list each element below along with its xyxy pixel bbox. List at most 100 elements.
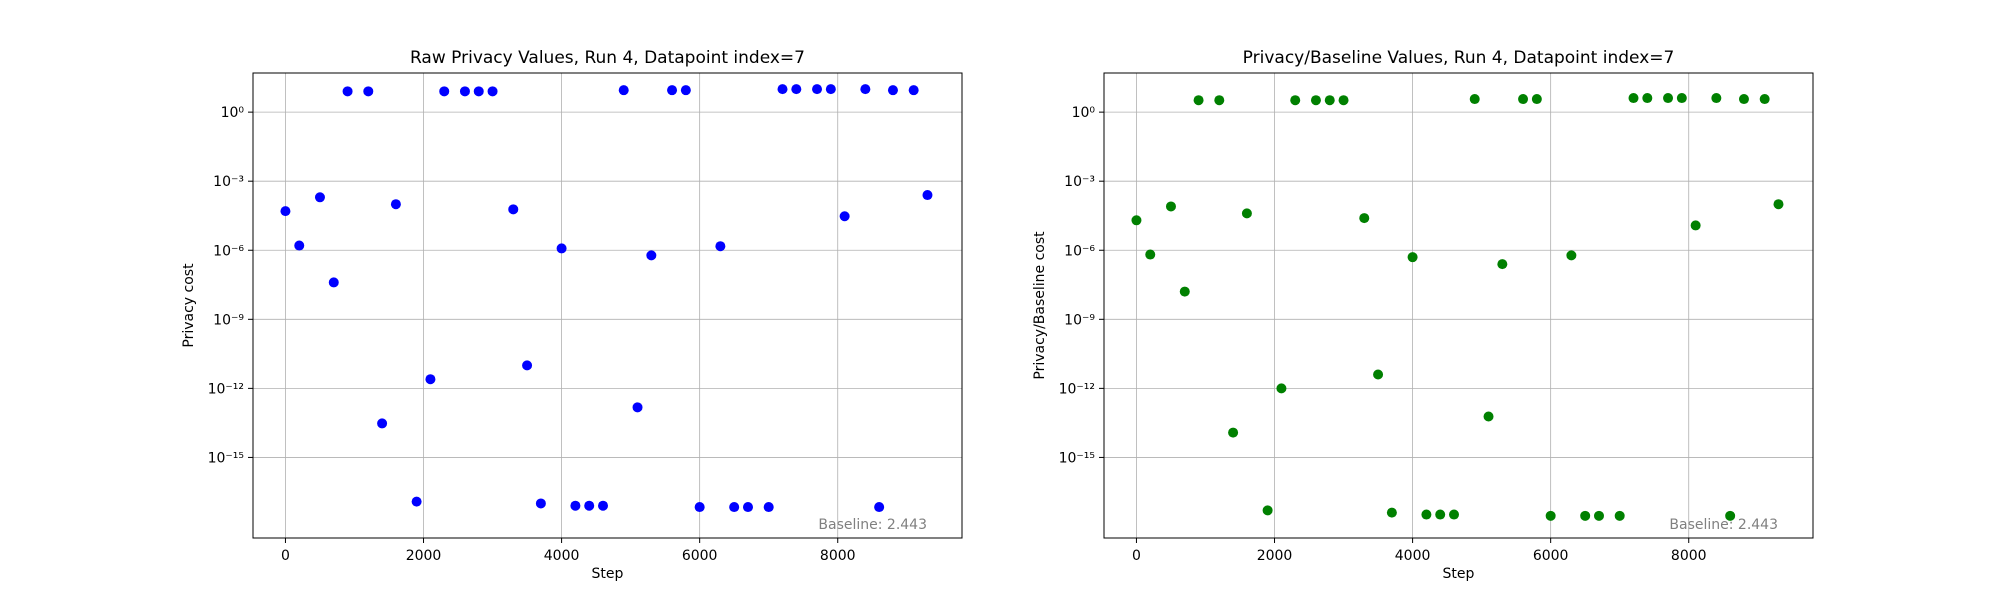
- x-tick-label: 0: [1132, 548, 1141, 564]
- data-point: [1614, 510, 1625, 521]
- data-point: [363, 86, 374, 97]
- grid-lines: [253, 73, 962, 538]
- data-point: [1580, 510, 1591, 521]
- data-point: [473, 86, 484, 97]
- data-point: [667, 85, 678, 96]
- data-point: [860, 84, 871, 95]
- data-point: [887, 85, 898, 96]
- data-point: [411, 496, 422, 507]
- data-point: [1310, 95, 1321, 106]
- data-point: [508, 204, 519, 215]
- data-point: [1359, 213, 1370, 224]
- data-point: [1290, 95, 1301, 106]
- y-tick-label: 10⁻⁶: [213, 243, 244, 259]
- data-point: [1324, 95, 1335, 106]
- data-point: [1676, 93, 1687, 104]
- y-tick-label: 10⁻³: [213, 174, 244, 190]
- data-point: [646, 250, 657, 261]
- data-point: [280, 206, 291, 217]
- data-point: [1497, 259, 1508, 270]
- data-point: [377, 418, 388, 429]
- data-point: [812, 84, 823, 95]
- data-point: [694, 502, 705, 513]
- data-point: [680, 85, 691, 96]
- y-tick-label: 10⁻¹²: [208, 381, 244, 397]
- data-point: [570, 500, 581, 511]
- data-point: [1545, 510, 1556, 521]
- data-point: [1228, 427, 1239, 438]
- data-point: [825, 84, 836, 95]
- data-point: [1449, 509, 1460, 520]
- data-points: [280, 84, 933, 513]
- data-point: [1759, 94, 1770, 105]
- x-tick-label: 6000: [682, 548, 718, 564]
- x-tick-label: 4000: [1395, 548, 1431, 564]
- data-point: [729, 502, 740, 513]
- x-tick-label: 2000: [406, 548, 442, 564]
- data-point: [1531, 94, 1542, 105]
- data-point: [742, 502, 753, 513]
- data-point: [556, 243, 567, 254]
- y-tick-label: 10⁻¹⁵: [1059, 450, 1095, 466]
- data-point: [390, 199, 401, 210]
- y-tick-label: 10⁻⁶: [1064, 243, 1095, 259]
- y-axis-ticks: 10⁰ 10⁻³ 10⁻⁶ 10⁻⁹ 10⁻¹² 10⁻¹⁵: [1059, 105, 1104, 466]
- data-point: [1131, 215, 1142, 226]
- y-tick-label: 10⁰: [221, 105, 245, 121]
- data-point: [1663, 93, 1674, 104]
- data-point: [294, 240, 305, 251]
- data-point: [1593, 510, 1604, 521]
- data-point: [1386, 507, 1397, 518]
- data-point: [1262, 505, 1273, 516]
- data-point: [459, 86, 470, 97]
- x-tick-label: 4000: [544, 548, 580, 564]
- data-point: [1483, 411, 1494, 422]
- data-point: [1711, 93, 1722, 104]
- data-point: [1276, 383, 1287, 394]
- data-point: [1407, 252, 1418, 263]
- y-tick-label: 10⁰: [1072, 105, 1096, 121]
- data-points: [1131, 93, 1784, 521]
- data-point: [598, 500, 609, 511]
- data-point: [1338, 95, 1349, 106]
- y-tick-label: 10⁻¹⁵: [208, 450, 244, 466]
- data-point: [584, 500, 595, 511]
- data-point: [1373, 369, 1384, 380]
- data-point: [1435, 509, 1446, 520]
- data-point: [328, 277, 339, 288]
- data-point: [1566, 250, 1577, 261]
- y-tick-label: 10⁻⁹: [213, 312, 244, 328]
- x-tick-label: 8000: [1671, 548, 1707, 564]
- data-point: [522, 360, 533, 371]
- data-point: [1179, 286, 1190, 297]
- data-point: [1145, 249, 1156, 260]
- data-point: [1518, 94, 1529, 105]
- y-axis-label: Privacy cost: [181, 263, 197, 348]
- data-point: [922, 190, 933, 201]
- data-point: [439, 86, 450, 97]
- x-tick-label: 8000: [820, 548, 856, 564]
- x-axis-label: Step: [592, 566, 624, 582]
- data-point: [342, 86, 353, 97]
- x-tick-label: 6000: [1533, 548, 1569, 564]
- y-tick-label: 10⁻¹²: [1059, 381, 1095, 397]
- x-axis-ticks: 0 2000 4000 6000 8000: [1132, 538, 1707, 564]
- data-point: [791, 84, 802, 95]
- y-tick-label: 10⁻⁹: [1064, 312, 1095, 328]
- data-point: [632, 402, 643, 413]
- data-point: [535, 498, 546, 509]
- chart-title: Privacy/Baseline Values, Run 4, Datapoin…: [1243, 48, 1675, 68]
- data-point: [1642, 93, 1653, 104]
- chart-title: Raw Privacy Values, Run 4, Datapoint ind…: [410, 48, 805, 68]
- data-point: [1725, 510, 1736, 521]
- data-point: [1214, 95, 1225, 106]
- y-axis-ticks: 10⁰ 10⁻³ 10⁻⁶ 10⁻⁹ 10⁻¹² 10⁻¹⁵: [208, 105, 253, 466]
- data-point: [1241, 208, 1252, 219]
- y-axis-label: Privacy/Baseline cost: [1032, 231, 1048, 380]
- data-point: [1628, 93, 1639, 104]
- data-point: [777, 84, 788, 95]
- raw-privacy-chart: 0 2000 4000 6000 8000 10⁰10⁻³10⁻⁶10⁻⁹10⁻¹²10…: [181, 48, 963, 582]
- data-point: [487, 86, 498, 97]
- data-point: [715, 241, 726, 252]
- y-tick-label: 10⁻³: [1064, 174, 1095, 190]
